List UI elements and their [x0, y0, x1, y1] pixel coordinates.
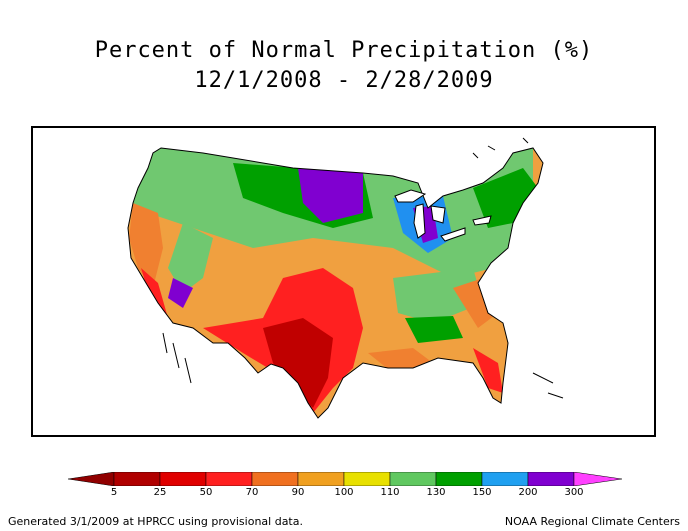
legend-tick-label: 90: [291, 487, 305, 498]
legend-color-bin: [251, 472, 299, 486]
lake-huron: [430, 205, 446, 224]
legend-color-bin: [343, 472, 391, 486]
footer-right: NOAA Regional Climate Centers: [504, 515, 680, 528]
legend-color-bin: [113, 472, 161, 486]
legend-tick-label: 50: [199, 487, 213, 498]
legend-tick-label: 70: [245, 487, 259, 498]
legend-color-bin: [435, 472, 483, 486]
legend-tick-label: 5: [110, 487, 118, 498]
legend-tick-label: 150: [472, 487, 492, 498]
legend-right-arrow: [573, 472, 622, 486]
lake-michigan: [413, 203, 426, 239]
lake-erie: [440, 227, 466, 242]
footer-left: Generated 3/1/2009 at HPRCC using provis…: [8, 515, 303, 528]
caribbean-islands: [532, 372, 564, 399]
lake-ontario: [472, 215, 492, 226]
legend-color-bin: [527, 472, 575, 486]
legend-tick-label: 110: [380, 487, 400, 498]
legend-tick-label: 300: [564, 487, 584, 498]
legend-color-bin: [205, 472, 253, 486]
legend-color-bin: [159, 472, 207, 486]
map-subtitle: 12/1/2008 - 2/28/2009: [194, 68, 494, 93]
lake-superior: [394, 189, 427, 203]
legend-left-arrow: [68, 472, 115, 486]
legend-tick-label: 25: [153, 487, 167, 498]
legend-color-bin: [481, 472, 529, 486]
color-legend: [68, 472, 622, 486]
precip-field: [128, 148, 543, 418]
legend-tick-label: 200: [518, 487, 538, 498]
map-frame: [31, 126, 656, 437]
map-title: Percent of Normal Precipitation (%): [94, 38, 594, 63]
legend-tick-label: 100: [334, 487, 354, 498]
us-outline: [127, 147, 544, 419]
precipitation-map: [127, 137, 564, 419]
baja-coastline: [162, 332, 192, 384]
legend-tick-label: 130: [426, 487, 446, 498]
legend-color-bin: [297, 472, 345, 486]
canadian-islands: [472, 137, 529, 159]
legend-color-bin: [389, 472, 437, 486]
